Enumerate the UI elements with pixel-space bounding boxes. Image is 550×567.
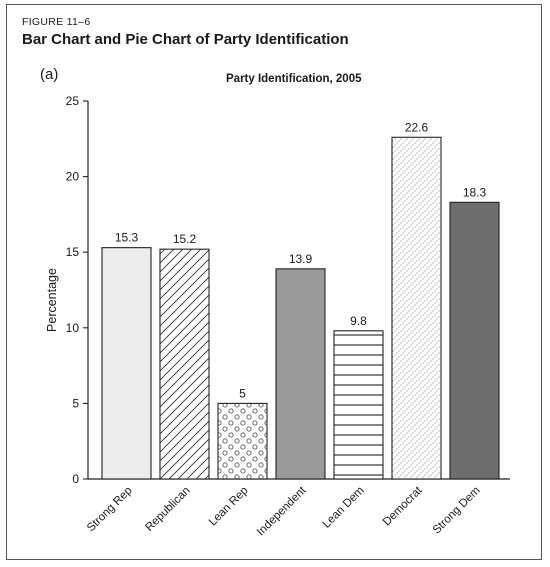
bar-republican (159, 248, 210, 480)
bar-democrat (391, 136, 442, 480)
bar-independent (275, 268, 326, 480)
chart-title: Party Identification, 2005 (226, 73, 362, 85)
bar-strong-dem (449, 201, 500, 480)
y-tick-label: 10 (66, 321, 80, 335)
x-tick-label: Strong Rep (85, 485, 135, 535)
figure-frame (6, 4, 542, 560)
bar-value-label: 9.8 (350, 314, 367, 328)
bar-value-label: 18.3 (463, 185, 487, 199)
figure-number: FIGURE 11–6 (22, 16, 91, 28)
panel-label: (a) (40, 66, 59, 83)
x-tick-label: Strong Dem (431, 485, 483, 537)
bar-value-label: 22.6 (405, 120, 429, 134)
y-tick-label: 0 (72, 472, 79, 486)
bar-value-label: 15.2 (173, 232, 197, 246)
x-tick-label: Lean Rep (207, 485, 251, 529)
bar-strong-rep (101, 247, 152, 480)
bar-lean-rep (217, 402, 268, 480)
x-tick-label: Democrat (381, 484, 425, 528)
y-tick-label: 20 (66, 170, 80, 184)
x-tick-label: Lean Dem (321, 485, 367, 531)
bar-lean-dem (333, 330, 384, 480)
figure-title: Bar Chart and Pie Chart of Party Identif… (22, 31, 349, 48)
y-tick-label: 5 (72, 396, 79, 410)
bar-value-label: 15.3 (115, 231, 139, 245)
bar-value-label: 13.9 (289, 252, 313, 266)
x-tick-label: Republican (143, 485, 192, 534)
y-axis-label: Percentage (45, 268, 59, 332)
y-tick-label: 25 (66, 94, 80, 108)
y-tick-label: 15 (66, 245, 80, 259)
x-tick-label: Independent (255, 484, 309, 538)
bar-value-label: 5 (239, 386, 246, 400)
bar-series (101, 136, 500, 480)
